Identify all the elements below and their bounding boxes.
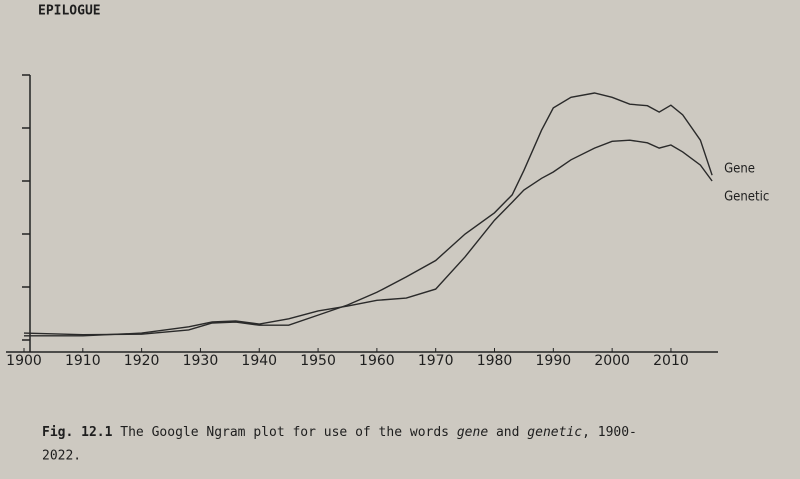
caption-line-2: 2022. bbox=[42, 449, 81, 464]
x-tick-label: 2010 bbox=[653, 353, 689, 369]
x-tick-label: 1900 bbox=[6, 353, 42, 369]
caption-text: gene bbox=[457, 425, 488, 440]
caption-label: Fig. 12.1 bbox=[42, 425, 113, 440]
caption-text: , 1900- bbox=[582, 425, 637, 440]
series-label: Genetic bbox=[724, 190, 769, 205]
series-label: Gene bbox=[724, 162, 755, 177]
x-tick-label: 1980 bbox=[477, 353, 513, 369]
caption-text: and bbox=[496, 425, 519, 440]
x-tick-label: 1960 bbox=[359, 353, 395, 369]
line-series bbox=[23, 92, 713, 336]
caption-text: The Google Ngram plot for use of the wor… bbox=[120, 425, 449, 440]
x-tick-label: 2000 bbox=[594, 353, 630, 369]
caption-line-1: Fig. 12.1 The Google Ngram plot for use … bbox=[42, 425, 637, 440]
x-tick-label: 1940 bbox=[241, 353, 277, 369]
x-tick-label: 1970 bbox=[418, 353, 454, 369]
caption-text: genetic bbox=[527, 425, 582, 440]
x-tick-label: 1920 bbox=[124, 353, 160, 369]
header: EPILOGUE bbox=[38, 4, 101, 19]
x-tick-label: 1910 bbox=[65, 353, 101, 369]
x-tick-label: 1990 bbox=[536, 353, 572, 369]
x-tick-label: 1950 bbox=[300, 353, 336, 369]
x-tick-label: 1930 bbox=[183, 353, 219, 369]
line-series bbox=[24, 139, 713, 337]
